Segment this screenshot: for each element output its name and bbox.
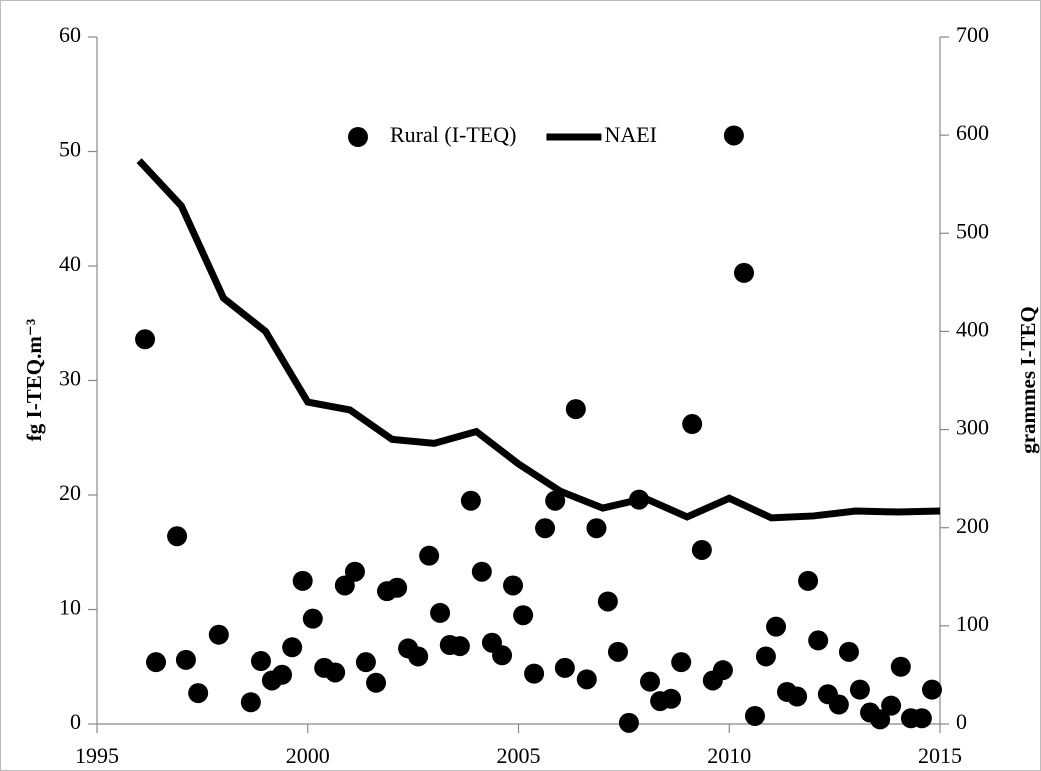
legend-label: NAEI <box>604 122 657 147</box>
scatter-point <box>387 577 408 598</box>
scatter-point <box>430 602 451 623</box>
scatter-point <box>334 575 355 596</box>
scatter-point <box>618 712 639 733</box>
scatter-point <box>175 649 196 670</box>
y2-tick-label: 700 <box>956 22 989 47</box>
scatter-point <box>545 490 566 511</box>
scatter-point <box>870 709 891 730</box>
y2-tick-label: 400 <box>956 316 989 341</box>
scatter-point <box>282 637 303 658</box>
y-axis-title: fg I-TEQ.m⁻³ <box>22 319 46 441</box>
scatter-point <box>302 608 323 629</box>
scatter-point <box>576 669 597 690</box>
y2-axis-title: grammes I-TEQ <box>1016 306 1040 454</box>
x-tick-label: 2010 <box>707 743 751 768</box>
scatter-point <box>671 652 692 673</box>
y-tick-label: 60 <box>59 22 81 47</box>
scatter-point <box>565 399 586 420</box>
scatter-point <box>682 414 703 435</box>
scatter-point <box>734 262 755 283</box>
scatter-point <box>366 672 387 693</box>
scatter-point <box>344 561 365 582</box>
scatter-point <box>838 641 859 662</box>
scatter-point <box>524 663 545 684</box>
scatter-point <box>766 616 787 637</box>
y2-tick-label: 500 <box>956 218 989 243</box>
y2-tick-label: 100 <box>956 611 989 636</box>
scatter-point <box>535 518 556 539</box>
x-tick-label: 1995 <box>75 743 119 768</box>
y-tick-label: 20 <box>59 480 81 505</box>
y-tick-label: 30 <box>59 366 81 391</box>
scatter-point <box>607 641 628 662</box>
scatter-point <box>146 652 167 673</box>
scatter-point <box>712 660 733 681</box>
x-tick-label: 2005 <box>497 743 541 768</box>
scatter-point <box>849 679 870 700</box>
scatter-point <box>828 694 849 715</box>
scatter-point <box>419 545 440 566</box>
legend-label: Rural (I-TEQ) <box>390 122 516 147</box>
scatter-point <box>250 651 271 672</box>
scatter-point <box>586 518 607 539</box>
scatter-point <box>460 490 481 511</box>
scatter-point <box>167 526 188 547</box>
scatter-point <box>449 636 470 657</box>
scatter-point <box>755 646 776 667</box>
scatter-point <box>355 652 376 673</box>
y-tick-label: 10 <box>59 595 81 620</box>
scatter-point <box>292 570 313 591</box>
scatter-point <box>744 705 765 726</box>
scatter-point <box>272 664 293 685</box>
scatter-point <box>240 692 261 713</box>
scatter-point <box>503 575 524 596</box>
scatter-point <box>492 645 513 666</box>
scatter-point <box>881 695 902 716</box>
scatter-point <box>808 630 829 651</box>
scatter-point <box>513 605 534 626</box>
y2-tick-label: 300 <box>956 415 989 440</box>
y2-tick-label: 0 <box>956 709 967 734</box>
y-tick-label: 0 <box>70 709 81 734</box>
scatter-point <box>471 561 492 582</box>
scatter-point <box>597 591 618 612</box>
scatter-point <box>188 683 209 704</box>
legend-marker <box>348 127 368 147</box>
scatter-point <box>640 671 661 692</box>
scatter-point <box>911 708 932 729</box>
y-tick-label: 50 <box>59 137 81 162</box>
x-tick-label: 2015 <box>918 743 962 768</box>
y2-tick-label: 200 <box>956 513 989 538</box>
scatter-point <box>408 646 429 667</box>
line-series <box>136 158 941 522</box>
scatter-point <box>787 686 808 707</box>
scatter-point <box>921 679 942 700</box>
scatter-point <box>798 570 819 591</box>
y-tick-label: 40 <box>59 251 81 276</box>
scatter-point <box>208 624 229 645</box>
scatter-point <box>890 656 911 677</box>
scatter-point <box>554 657 575 678</box>
scatter-point <box>661 688 682 709</box>
y2-tick-label: 600 <box>956 120 989 145</box>
scatter-point <box>723 125 744 146</box>
x-tick-label: 2000 <box>286 743 330 768</box>
scatter-point <box>135 329 156 350</box>
scatter-point <box>325 662 346 683</box>
scatter-point <box>691 539 712 560</box>
